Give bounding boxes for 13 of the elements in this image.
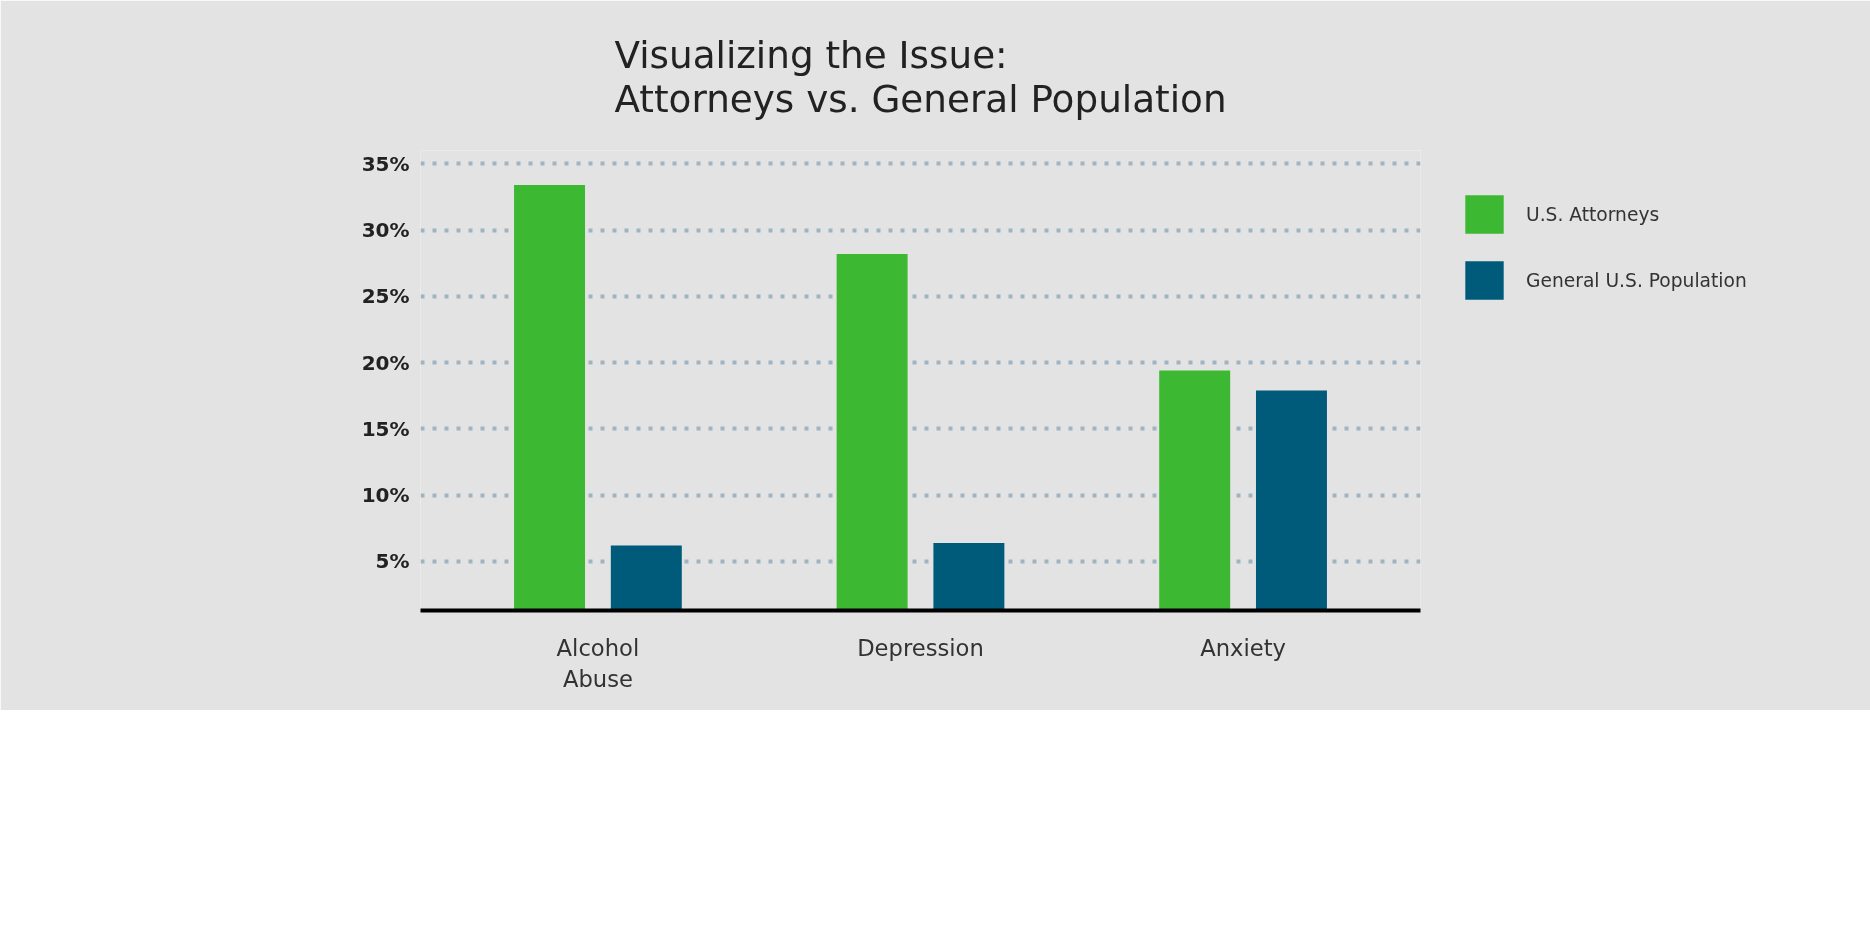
y-tick-label: 15%	[361, 416, 410, 441]
legend-label: U.S. Attorneys	[1526, 203, 1660, 225]
y-tick-label: 25%	[361, 284, 410, 309]
y-tick-label: 20%	[361, 350, 410, 375]
y-tick-label: 30%	[361, 218, 410, 243]
y-tick-label: 10%	[361, 483, 410, 508]
legend-label: General U.S. Population	[1526, 269, 1747, 291]
y-tick-label: 35%	[361, 151, 410, 176]
x-tick-label: Depression	[857, 634, 984, 661]
chart-title: Visualizing the Issue: Attorneys vs. General Population	[614, 32, 1227, 121]
x-tick-label: Alcohol Abuse	[556, 634, 640, 692]
x-tick-label: Anxiety	[1200, 634, 1286, 661]
y-tick-label: 5%	[375, 549, 410, 574]
